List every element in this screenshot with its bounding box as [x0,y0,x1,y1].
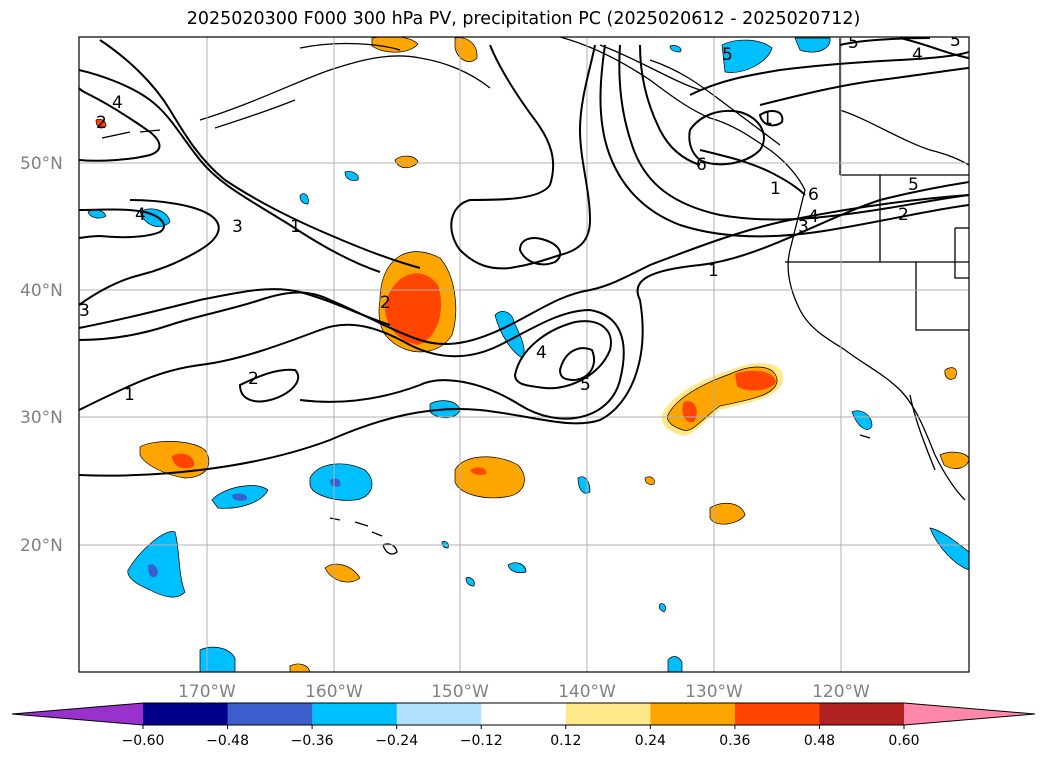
lon-label-160w: 160°W [305,682,363,702]
contour-label: 1 [708,261,719,281]
colorbar-tick-label: −0.48 [206,733,249,749]
contour-label: 4 [112,93,123,113]
lon-label-130w: 130°W [685,682,743,702]
precip-shading [87,37,969,672]
contour-label: 6 [808,185,819,205]
contour-label: 1 [762,109,773,129]
lat-label-40n: 40°N [20,281,63,301]
colorbar-swatch [819,703,905,725]
pv-contours [79,37,969,477]
longitude-labels: 170°W 160°W 150°W 140°W 130°W 120°W [178,682,870,702]
colorbar-tick-label: 0.24 [635,733,666,749]
contour-label: 4 [808,207,819,227]
colorbar-swatch [143,703,229,725]
contour-label: 5 [950,31,961,51]
contour-label: 6 [696,155,707,175]
colorbar-swatch [734,703,820,725]
colorbar-tick-label: −0.36 [291,733,334,749]
colorbar-swatch [650,703,736,725]
contour-label: 2 [380,293,391,313]
graticule [79,37,969,672]
contour-label: 5 [722,45,733,65]
map-panel: 1 1 1 2 2 3 3 4 4 4 5 5 5 6 6 2 1 1 4 5 … [79,31,969,672]
contour-label: 1 [290,217,301,237]
colorbar-extend-max [904,703,1035,725]
pv-contour-labels: 1 1 1 2 2 3 3 4 4 4 5 5 5 6 6 2 1 1 4 5 … [79,31,961,405]
lat-label-50n: 50°N [20,154,63,174]
contour-label: 5 [580,375,591,395]
colorbar-swatch [227,703,313,725]
contour-label: 3 [232,217,243,237]
contour-label: 1 [770,179,781,199]
contour-label: 5 [848,33,859,53]
colorbar-tick-label: 0.60 [888,733,919,749]
contour-label: 1 [124,385,135,405]
contour-label: 2 [898,205,909,225]
contour-label: 4 [135,205,146,225]
colorbar-tick-label: 0.36 [719,733,750,749]
contour-label: 5 [908,175,919,195]
lon-label-140w: 140°W [558,682,616,702]
colorbar-tick-label: 0.48 [804,733,835,749]
colorbar-tick-label: −0.24 [375,733,418,749]
contour-label: 2 [248,369,259,389]
map-title: 2025020300 F000 300 hPa PV, precipitatio… [186,9,861,29]
colorbar-swatch [312,703,398,725]
latitude-labels: 50°N 40°N 30°N 20°N [20,154,63,556]
contour-label: 4 [536,343,547,363]
colorbar-tick-label: 0.12 [550,733,581,749]
colorbar-tick-label: −0.12 [460,733,503,749]
contour-label: 2 [96,113,107,133]
contour-label: 3 [798,217,809,237]
colorbar-swatch [481,703,567,725]
lat-label-20n: 20°N [20,536,63,556]
colorbar-extend-min [12,703,143,725]
lon-label-150w: 150°W [431,682,489,702]
colorbar-swatch [565,703,651,725]
coastlines [199,37,969,501]
contour-label: 4 [912,45,923,65]
lat-label-30n: 30°N [20,408,63,428]
colorbar: −0.60 −0.48 −0.36 −0.24 −0.12 0.12 0.24 0.36 0.4… [11,702,1036,749]
colorbar-tick-label: −0.60 [122,733,165,749]
lon-label-170w: 170°W [178,682,236,702]
contour-label: 3 [79,301,90,321]
map-frame [78,36,970,673]
lon-label-120w: 120°W [812,682,870,702]
colorbar-swatch [396,703,482,725]
